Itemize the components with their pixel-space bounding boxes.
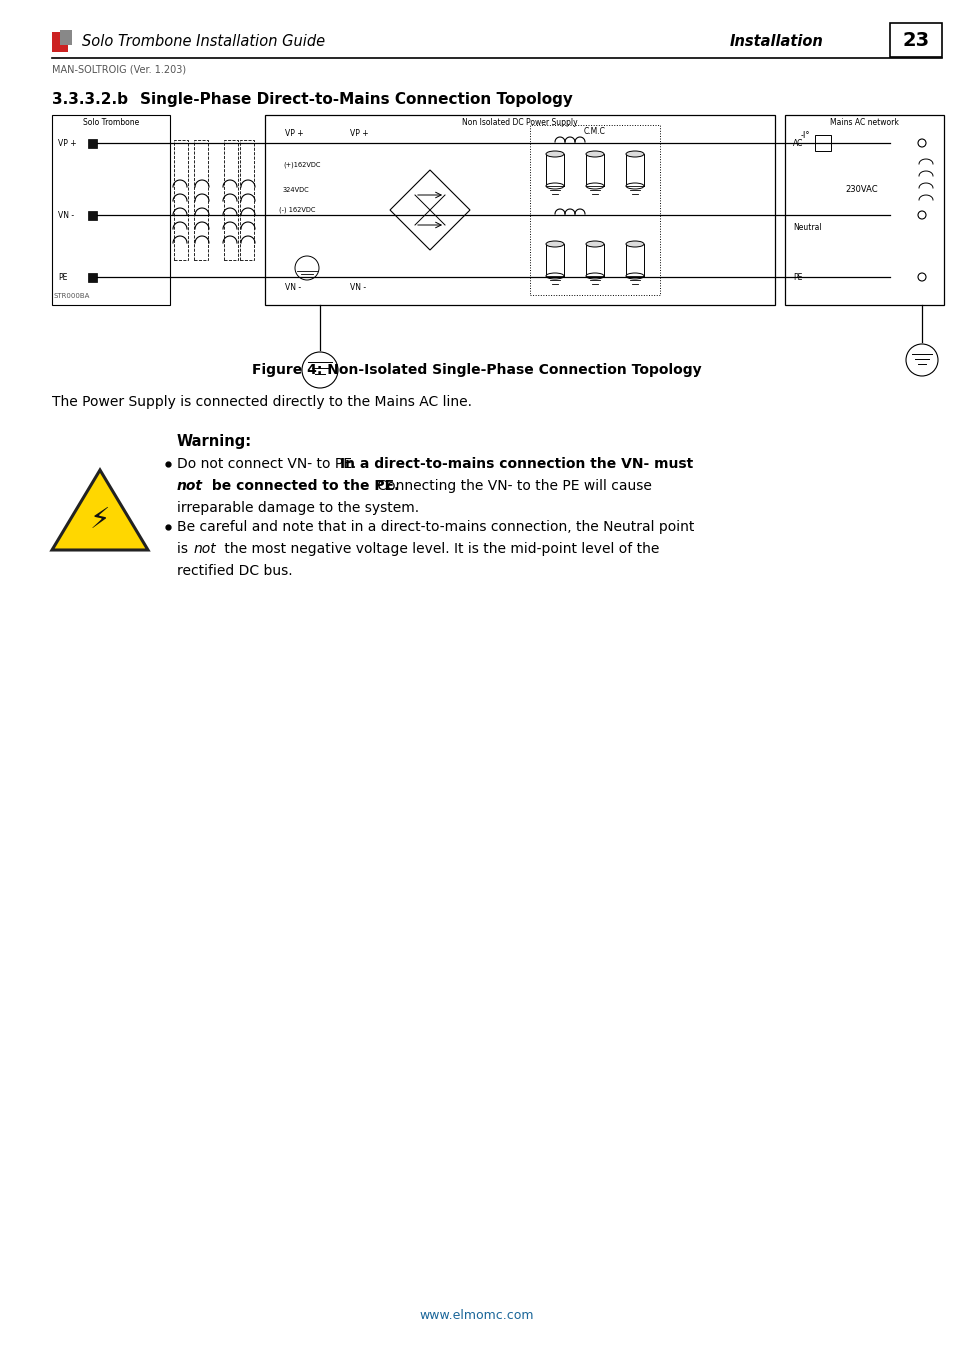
Circle shape [294, 256, 318, 279]
FancyBboxPatch shape [530, 126, 659, 296]
FancyBboxPatch shape [889, 23, 941, 57]
Text: irreparable damage to the system.: irreparable damage to the system. [177, 501, 418, 514]
FancyBboxPatch shape [545, 154, 563, 186]
Text: VP +: VP + [58, 139, 76, 147]
FancyBboxPatch shape [52, 32, 68, 53]
Ellipse shape [625, 151, 643, 157]
Text: Single-Phase Direct-to-Mains Connection Topology: Single-Phase Direct-to-Mains Connection … [140, 92, 572, 107]
FancyBboxPatch shape [814, 135, 830, 151]
FancyBboxPatch shape [265, 115, 774, 305]
Circle shape [917, 273, 925, 281]
Ellipse shape [585, 273, 603, 279]
Text: PE: PE [58, 273, 68, 282]
Text: VP +: VP + [350, 128, 368, 138]
Text: Neutral: Neutral [792, 223, 821, 231]
Text: Be careful and note that in a direct-to-mains connection, the Neutral point: Be careful and note that in a direct-to-… [177, 520, 694, 535]
Ellipse shape [545, 184, 563, 189]
FancyBboxPatch shape [224, 140, 237, 261]
Ellipse shape [625, 242, 643, 247]
Circle shape [917, 139, 925, 147]
FancyBboxPatch shape [88, 273, 97, 282]
FancyBboxPatch shape [60, 30, 71, 45]
FancyBboxPatch shape [784, 115, 943, 305]
Ellipse shape [545, 242, 563, 247]
Text: not: not [193, 541, 216, 556]
Text: not: not [177, 479, 203, 493]
Circle shape [905, 344, 937, 377]
Text: MAN-SOLTROIG (Ver. 1.203): MAN-SOLTROIG (Ver. 1.203) [52, 63, 186, 74]
Text: In a direct-to-mains connection the VN- must: In a direct-to-mains connection the VN- … [339, 458, 693, 471]
FancyBboxPatch shape [173, 140, 188, 261]
Polygon shape [52, 470, 148, 549]
Text: (-) 162VDC: (-) 162VDC [278, 207, 315, 213]
Text: be connected to the PE.: be connected to the PE. [207, 479, 404, 493]
Text: C.M.C: C.M.C [583, 127, 605, 136]
FancyBboxPatch shape [193, 140, 208, 261]
Ellipse shape [585, 184, 603, 189]
Text: PE: PE [792, 273, 801, 282]
Text: AC: AC [792, 139, 802, 147]
Text: Do not connect VN- to PE.: Do not connect VN- to PE. [177, 458, 360, 471]
FancyBboxPatch shape [585, 154, 603, 186]
Text: VN -: VN - [285, 282, 301, 292]
Circle shape [302, 352, 337, 387]
FancyBboxPatch shape [625, 244, 643, 275]
FancyBboxPatch shape [240, 140, 253, 261]
Circle shape [917, 211, 925, 219]
Text: (+)162VDC: (+)162VDC [283, 162, 320, 169]
Text: The Power Supply is connected directly to the Mains AC line.: The Power Supply is connected directly t… [52, 396, 472, 409]
Text: STR000BA: STR000BA [54, 293, 91, 298]
Text: Connecting the VN- to the PE will cause: Connecting the VN- to the PE will cause [373, 479, 651, 493]
Text: ⚡: ⚡ [90, 506, 111, 533]
Text: 230VAC: 230VAC [844, 185, 877, 194]
Ellipse shape [585, 151, 603, 157]
Ellipse shape [625, 273, 643, 279]
Text: Mains AC network: Mains AC network [829, 117, 898, 127]
Text: Warning:: Warning: [177, 433, 252, 450]
Text: is: is [177, 541, 193, 556]
Text: 23: 23 [902, 31, 928, 50]
FancyBboxPatch shape [545, 244, 563, 275]
Polygon shape [390, 170, 470, 250]
Text: 3.3.3.2.b: 3.3.3.2.b [52, 92, 128, 107]
Text: VN -: VN - [58, 211, 74, 220]
FancyBboxPatch shape [585, 244, 603, 275]
FancyBboxPatch shape [625, 154, 643, 186]
Text: www.elmomc.com: www.elmomc.com [419, 1310, 534, 1322]
Text: 324VDC: 324VDC [283, 188, 310, 193]
Ellipse shape [585, 242, 603, 247]
Text: Figure 4: Non-Isolated Single-Phase Connection Topology: Figure 4: Non-Isolated Single-Phase Conn… [252, 363, 701, 377]
Text: rectified DC bus.: rectified DC bus. [177, 564, 293, 578]
Text: -l°: -l° [800, 131, 809, 139]
Text: Solo Trombone Installation Guide: Solo Trombone Installation Guide [82, 35, 325, 50]
Text: Solo Trombone: Solo Trombone [83, 117, 139, 127]
Text: Non Isolated DC Power Supply: Non Isolated DC Power Supply [461, 117, 578, 127]
Text: VP +: VP + [285, 128, 303, 138]
Ellipse shape [545, 151, 563, 157]
FancyBboxPatch shape [52, 115, 170, 305]
Ellipse shape [625, 184, 643, 189]
Text: Installation: Installation [729, 35, 822, 50]
Text: VN -: VN - [350, 282, 366, 292]
Text: the most negative voltage level. It is the mid-point level of the: the most negative voltage level. It is t… [220, 541, 659, 556]
FancyBboxPatch shape [88, 139, 97, 148]
FancyBboxPatch shape [88, 211, 97, 220]
Ellipse shape [545, 273, 563, 279]
